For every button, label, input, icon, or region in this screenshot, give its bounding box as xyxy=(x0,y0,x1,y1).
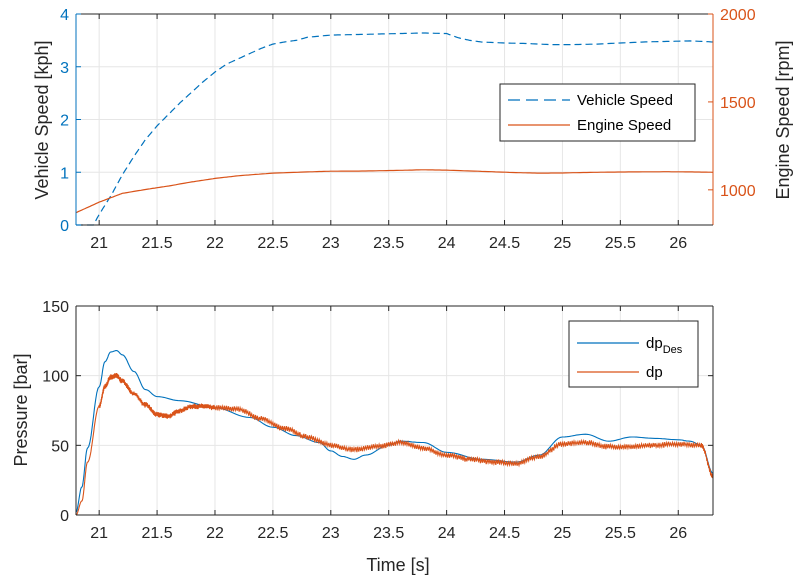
legend-label-vehicle-speed: Vehicle Speed xyxy=(577,92,673,109)
top-right-y-tick-label: 1000 xyxy=(720,183,756,200)
top-x-tick-label: 22 xyxy=(206,235,224,252)
legend-label-engine-speed: Engine Speed xyxy=(577,117,671,134)
bottom-x-tick-label: 21.5 xyxy=(142,525,173,542)
top-x-tick-label: 25.5 xyxy=(605,235,636,252)
pressure-chart: 21 21.5 22 22.5 23 23.5 24 24.5 25 25.5 26 0 50 100 15… xyxy=(11,299,714,575)
bottom-x-tick-label: 22.5 xyxy=(257,525,288,542)
bottom-legend-box xyxy=(568,320,699,388)
bottom-x-tick-label: 24 xyxy=(438,525,456,542)
bottom-tick-labels: 21 21.5 22 22.5 23 23.5 24 24.5 25 25.5 26 0 50 100 15… xyxy=(42,299,687,542)
top-right-y-tick-label: 1500 xyxy=(720,95,756,112)
top-legend: Vehicle Speed Engine Speed xyxy=(499,83,696,142)
legend-label-dp: dp xyxy=(646,364,663,381)
bottom-legend: dpDes dp xyxy=(568,320,699,388)
legend-label-dp-des-subscript: Des xyxy=(663,344,683,356)
bottom-y-tick-label: 150 xyxy=(42,299,69,316)
bottom-x-tick-label: 23.5 xyxy=(373,525,404,542)
bottom-x-tick-label: 24.5 xyxy=(489,525,520,542)
series-line-engine-speed xyxy=(75,169,714,214)
top-left-y-tick-label: 0 xyxy=(60,218,69,235)
top-x-tick-label: 24 xyxy=(438,235,456,252)
top-left-y-axis-label: Vehicle Speed [kph] xyxy=(32,40,52,199)
top-right-y-tick-label: 2000 xyxy=(720,7,756,24)
top-legend-box xyxy=(499,83,696,142)
series-line-vehicle-speed xyxy=(76,32,714,226)
bottom-x-tick-label: 26 xyxy=(669,525,687,542)
bottom-y-axis-label: Pressure [bar] xyxy=(11,353,31,466)
bottom-x-tick-label: 22 xyxy=(206,525,224,542)
top-x-tick-label: 22.5 xyxy=(257,235,288,252)
top-right-y-axis-label: Engine Speed [rpm] xyxy=(773,40,793,199)
top-x-tick-label: 21.5 xyxy=(142,235,173,252)
series-line-dp xyxy=(75,372,714,516)
top-x-tick-label: 25 xyxy=(554,235,572,252)
bottom-x-tick-label: 25.5 xyxy=(605,525,636,542)
top-left-y-tick-label: 3 xyxy=(60,60,69,77)
top-x-tick-label: 24.5 xyxy=(489,235,520,252)
top-left-y-tick-label: 4 xyxy=(60,7,69,24)
top-axes xyxy=(75,13,714,226)
bottom-x-tick-label: 21 xyxy=(90,525,108,542)
top-x-tick-label: 23 xyxy=(322,235,340,252)
bottom-y-tick-label: 100 xyxy=(42,369,69,386)
bottom-series-lines xyxy=(75,350,714,516)
top-x-tick-label: 23.5 xyxy=(373,235,404,252)
top-left-y-tick-label: 1 xyxy=(60,165,69,182)
bottom-axes xyxy=(75,305,714,516)
top-tick-labels: 21 21.5 22 22.5 23 23.5 24 24.5 25 25.5 2601234100… xyxy=(60,7,756,252)
series-line-dp-des xyxy=(75,350,714,513)
top-x-tick-label: 26 xyxy=(669,235,687,252)
legend-label-dp-des-main: dp xyxy=(646,335,663,352)
bottom-x-tick-label: 25 xyxy=(554,525,572,542)
top-left-y-tick-label: 2 xyxy=(60,113,69,130)
bottom-y-tick-label: 0 xyxy=(60,508,69,525)
bottom-x-tick-label: 23 xyxy=(322,525,340,542)
legend-label-dp-des: dpDes xyxy=(646,335,683,356)
vehicle-engine-speed-chart: 21 21.5 22 22.5 23 23.5 24 24.5 25 25.5 2601234100… xyxy=(32,7,793,252)
top-x-tick-label: 21 xyxy=(90,235,108,252)
bottom-x-axis-label: Time [s] xyxy=(366,555,429,575)
bottom-y-tick-label: 50 xyxy=(51,438,69,455)
top-series-lines xyxy=(75,32,714,226)
